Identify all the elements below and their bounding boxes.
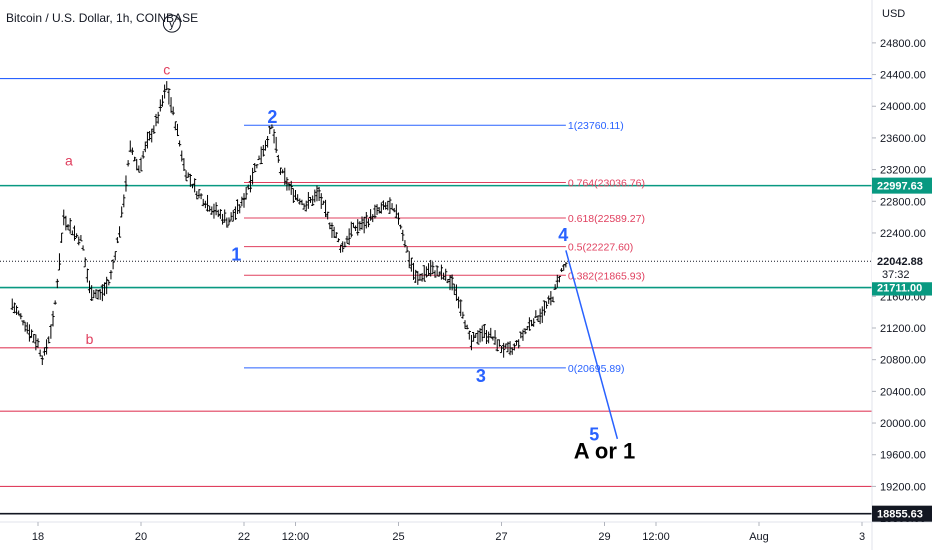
y-tick-label: 19200.00 — [880, 481, 926, 493]
price-tag-box — [872, 505, 932, 522]
price-tag-label: 18855.63 — [877, 509, 923, 521]
last-price-label: 22042.88 — [877, 256, 923, 268]
x-tick-label: 27 — [495, 531, 507, 543]
price-bars — [10, 81, 568, 366]
fib-level-label: 0.618(22589.27) — [568, 213, 645, 225]
fib-level-label: 0.764(23036.76) — [568, 178, 645, 190]
x-tick-label: 29 — [598, 531, 610, 543]
wave-circle-marker — [162, 14, 181, 33]
x-tick-label: Aug — [749, 531, 769, 543]
wave-label: 5 — [589, 424, 599, 444]
y-tick-label: 24800.00 — [880, 38, 926, 50]
fib-level-label: 0.382(21865.93) — [568, 270, 645, 282]
price-tag-label: 21711.00 — [877, 283, 922, 295]
wave-label: 3 — [476, 366, 486, 386]
y-tick-label: 24400.00 — [880, 70, 926, 82]
price-tag-box — [872, 177, 932, 194]
fib-level-label: 0(20695.89) — [568, 363, 625, 375]
wave-label: a — [65, 153, 73, 169]
projection-line — [565, 250, 619, 440]
fib-level-label: 1(23760.11) — [568, 120, 624, 132]
wave-label: b — [86, 331, 94, 347]
y-tick-label: 22800.00 — [880, 196, 926, 208]
y-tick-label: 23200.00 — [880, 165, 926, 177]
y-tick-label: 22400.00 — [880, 228, 926, 240]
y-tick-label: 19600.00 — [880, 450, 926, 462]
ticker-title: Bitcoin / U.S. Dollar, 1h, COINBASE — [6, 11, 198, 25]
price-tag-label: 22997.63 — [877, 181, 923, 193]
y-tick-label: 23600.00 — [880, 133, 926, 145]
wave-label: c — [163, 62, 170, 78]
x-tick-label: 20 — [135, 531, 147, 543]
y-tick-label: 24000.00 — [880, 101, 926, 113]
y-tick-label: 20400.00 — [880, 386, 926, 398]
wave-annotations: y c a b 1 2 3 4 5A or 1 — [65, 14, 636, 464]
last-price-box — [872, 252, 932, 283]
x-tick-label: 25 — [392, 531, 404, 543]
x-tick-label: 22 — [238, 531, 250, 543]
x-tick-label: 12:00 — [282, 531, 310, 543]
wave-label: 4 — [558, 225, 568, 245]
horizontal-levels — [0, 77, 872, 515]
wave-label: 1 — [231, 245, 241, 265]
note-label: A or 1 — [574, 439, 636, 464]
y-tick-label: 20800.00 — [880, 355, 926, 367]
countdown-label: 37:32 — [882, 269, 910, 281]
fib-level-label: 0.5(22227.60) — [568, 242, 633, 254]
x-tick-label: 12:00 — [642, 531, 670, 543]
fibonacci-retracement[interactable]: 1(23760.11) 0.764(23036.76) 0.618(22589.27… — [244, 120, 645, 375]
x-tick-label: 18 — [32, 531, 44, 543]
y-axis-unit: USD — [882, 8, 905, 20]
y-tick-label: 20000.00 — [880, 418, 926, 430]
price-tag-box — [872, 279, 932, 296]
wave-label: y — [169, 19, 175, 31]
wave-label: 2 — [267, 107, 277, 127]
x-tick-label: 3 — [859, 531, 865, 543]
y-tick-label: 21200.00 — [880, 323, 926, 335]
